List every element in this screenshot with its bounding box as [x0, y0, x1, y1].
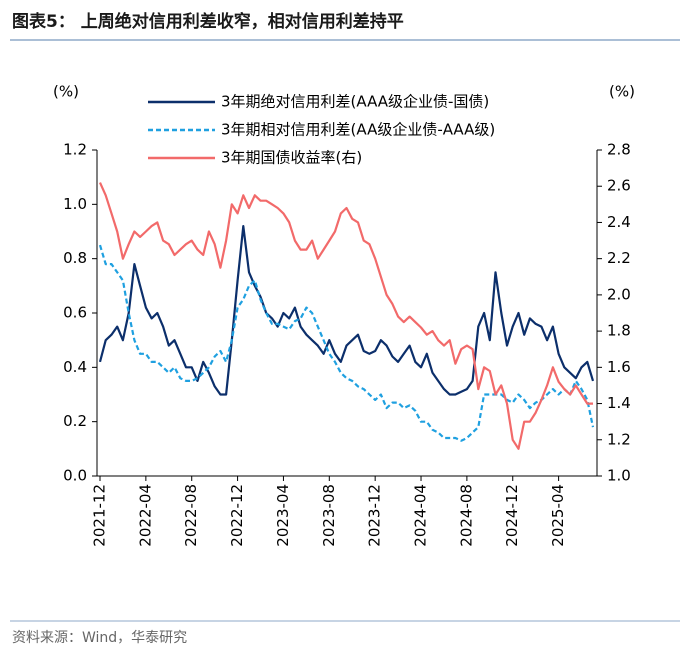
- y-tick-label: 1.0: [63, 195, 87, 213]
- legend-label: 3年期绝对信用利差(AAA级企业债-国债): [221, 93, 489, 111]
- legend-label: 3年期国债收益率(右): [221, 149, 362, 167]
- x-tick-label: 2023-08: [320, 484, 338, 547]
- y2-tick-label: 1.6: [607, 358, 631, 376]
- series-line: [98, 225, 595, 396]
- series-line: [98, 182, 593, 450]
- y2-tick-label: 2.0: [607, 285, 631, 303]
- y-tick-label: 0.6: [63, 304, 87, 322]
- y-tick-label: 0.0: [63, 467, 87, 485]
- x-tick-label: 2022-12: [228, 484, 246, 547]
- y2-tick-label: 2.2: [607, 249, 631, 267]
- y2-tick-label: 1.2: [607, 430, 631, 448]
- x-tick-label: 2021-12: [91, 484, 109, 547]
- y-tick-label: 1.2: [63, 141, 87, 159]
- x-tick-label: 2024-12: [503, 484, 521, 547]
- y2-tick-label: 1.8: [607, 322, 631, 340]
- legend-label: 3年期相对信用利差(AA级企业债-AAA级): [221, 121, 495, 139]
- y-axis-unit: (%): [53, 83, 79, 101]
- y-tick-label: 0.4: [63, 358, 87, 376]
- x-tick-label: 2024-08: [457, 484, 475, 547]
- x-tick-label: 2022-04: [136, 484, 154, 547]
- y2-tick-label: 2.8: [607, 141, 631, 159]
- y-tick-label: 0.8: [63, 249, 87, 267]
- y2-tick-label: 1.0: [607, 467, 631, 485]
- y-tick-label: 0.2: [63, 412, 87, 430]
- y2-tick-label: 1.4: [607, 394, 631, 412]
- series-line: [98, 244, 595, 442]
- x-tick-label: 2023-12: [366, 484, 384, 547]
- chart-title: 图表5： 上周绝对信用利差收窄，相对信用利差持平: [12, 11, 404, 32]
- x-tick-label: 2024-04: [412, 484, 430, 547]
- x-tick-label: 2025-04: [549, 484, 567, 547]
- x-tick-label: 2022-08: [182, 484, 200, 547]
- x-tick-label: 2023-04: [274, 484, 292, 547]
- y2-tick-label: 2.4: [607, 213, 631, 231]
- y2-axis-unit: (%): [609, 83, 635, 101]
- y2-tick-label: 2.6: [607, 177, 631, 195]
- source: 资料来源：Wind，华泰研究: [12, 630, 187, 646]
